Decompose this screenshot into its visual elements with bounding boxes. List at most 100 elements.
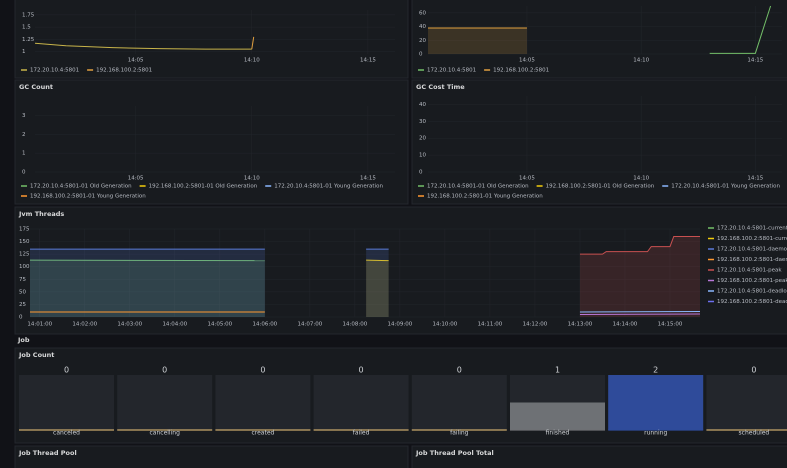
bar — [510, 402, 605, 430]
series-line — [34, 42, 252, 50]
x-tick-label: 14:15 — [360, 58, 376, 64]
legend-label: 172.20.10.4:5801-01 Old Generation — [30, 184, 132, 190]
legend-label: 172.20.10.4:5801-01 Young Generation — [671, 184, 780, 190]
panel-title: Job Thread Pool — [18, 449, 77, 457]
series-line — [251, 36, 255, 50]
y-tick-label: 0 — [419, 52, 423, 58]
y-tick-label: 10 — [419, 153, 426, 159]
stat-tile — [215, 375, 311, 430]
legend-label: 192.168.100.2:5801-01 Young Generation — [30, 194, 146, 200]
x-tick-label: 14:05 — [128, 176, 144, 182]
series-line — [709, 5, 772, 54]
legend-label: 192.168.100.2:5801-daemon — [717, 257, 787, 263]
x-tick-label: 14:14:00 — [613, 322, 638, 328]
panel-title: Job Count — [18, 351, 54, 359]
panel-title: GC Cost Time — [416, 83, 465, 91]
legend-label: 192.168.100.2:5801 — [96, 68, 152, 74]
y-tick-label: 1.25 — [22, 37, 35, 43]
legend-label: 172.20.10.4:5801-daemon — [717, 247, 787, 253]
x-tick-label: 14:15 — [747, 58, 763, 64]
stat-tile — [117, 375, 213, 430]
stat-value: 0 — [751, 366, 756, 375]
x-tick-label: 14:05 — [519, 58, 535, 64]
y-tick-label: 1 — [22, 151, 26, 157]
y-tick-label: 1.5 — [22, 25, 31, 31]
series-area — [30, 260, 265, 317]
y-tick-label: 125 — [19, 252, 30, 258]
x-tick-label: 14:07:00 — [298, 322, 323, 328]
legend-label: 172.20.10.4:5801 — [427, 68, 476, 74]
legend-label: 192.168.100.2:5801 — [493, 68, 549, 74]
stat-value: 0 — [260, 366, 265, 375]
panel — [14, 445, 409, 468]
y-tick-label: 75 — [19, 277, 26, 283]
legend-label: 172.20.10.4:5801 — [30, 68, 79, 74]
legend-label: 192.168.100.2:5801-01 Old Generation — [546, 184, 655, 190]
series-area — [428, 27, 630, 54]
x-tick-label: 14:05:00 — [207, 322, 232, 328]
x-tick-label: 14:05 — [519, 176, 535, 182]
panel — [14, 206, 787, 335]
x-tick-label: 14:15 — [747, 176, 763, 182]
y-tick-label: 20 — [419, 136, 426, 142]
x-tick-label: 14:04:00 — [162, 322, 187, 328]
stat-tile — [411, 375, 507, 430]
series-line — [29, 259, 265, 262]
x-tick-label: 14:01:00 — [27, 322, 52, 328]
y-tick-label: 0 — [419, 170, 423, 176]
x-tick-label: 14:10 — [244, 176, 260, 182]
y-tick-label: 3 — [22, 113, 26, 119]
panel — [14, 79, 409, 205]
x-tick-label: 14:10 — [633, 176, 649, 182]
x-tick-label: 14:15:00 — [658, 322, 683, 328]
stat-tile — [313, 375, 409, 430]
x-tick-label: 14:10 — [633, 58, 649, 64]
legend-label: 172.20.10.4:5801-current — [717, 226, 787, 232]
y-tick-label: 60 — [419, 10, 426, 16]
row-title[interactable]: Job — [17, 336, 30, 344]
panel-title: Job Thread Pool Total — [415, 449, 494, 457]
y-tick-label: 100 — [19, 264, 30, 270]
y-tick-label: 0 — [19, 315, 23, 321]
series-line — [366, 259, 389, 262]
legend-label: 192.168.100.2:5801-peak — [717, 278, 787, 284]
y-tick-label: 25 — [19, 302, 26, 308]
panel-title: Jvm Threads — [18, 210, 64, 218]
panel — [411, 79, 787, 205]
stat-value: 2 — [653, 366, 658, 375]
x-tick-label: 14:12:00 — [523, 322, 548, 328]
legend-label: 192.168.100.2:5801-01 Young Generation — [427, 194, 543, 200]
stat-tile — [706, 375, 787, 430]
x-tick-label: 14:10:00 — [433, 322, 458, 328]
series-area — [579, 236, 700, 317]
panel-title: GC Count — [19, 83, 53, 91]
y-tick-label: 175 — [19, 227, 30, 233]
bar — [608, 375, 704, 430]
y-tick-label: 0 — [22, 170, 26, 176]
y-tick-label: 20 — [419, 38, 426, 44]
legend-label: 172.20.10.4:5801-01 Old Generation — [427, 184, 529, 190]
x-tick-label: 14:11:00 — [478, 322, 503, 328]
y-tick-label: 1.75 — [22, 12, 35, 18]
panel — [411, 445, 787, 468]
legend-label: 172.20.10.4:5801-deadlock — [717, 289, 787, 295]
x-tick-label: 14:05 — [128, 58, 144, 64]
stat-category: scheduled — [739, 430, 770, 437]
x-tick-label: 14:10 — [244, 58, 260, 64]
legend-label: 172.20.10.4:5801-peak — [717, 268, 782, 274]
y-tick-label: 1 — [22, 49, 26, 55]
x-tick-label: 14:09:00 — [388, 322, 413, 328]
stat-category: finished — [546, 430, 570, 437]
legend-label: 192.168.100.2:5801-01 Old Generation — [149, 184, 258, 190]
legend-label: 192.168.100.2:5801-current — [717, 236, 787, 242]
y-tick-label: 150 — [19, 239, 30, 245]
series-line — [579, 236, 700, 255]
legend-label: 192.168.100.2:5801-deadlock — [717, 299, 787, 305]
stat-category: failed — [353, 430, 370, 437]
y-tick-label: 40 — [419, 24, 426, 30]
series-area — [366, 260, 389, 317]
stat-category: created — [251, 430, 274, 437]
stat-category: running — [644, 430, 667, 437]
